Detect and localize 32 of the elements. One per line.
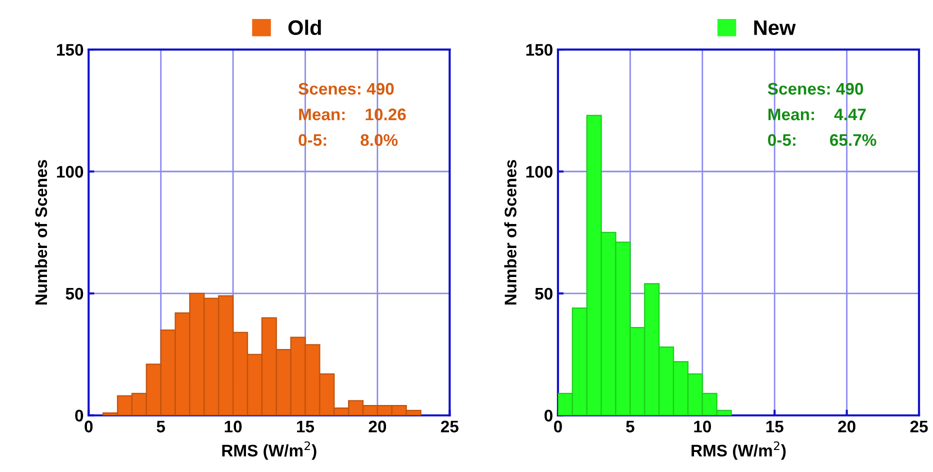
annotation: 0-5: 8.0% <box>298 134 398 146</box>
y-tick-label: 50 <box>66 288 84 300</box>
x-tick-label: 15 <box>297 420 314 432</box>
y-tick-label: 100 <box>57 166 84 178</box>
x-tick-label: 25 <box>440 420 458 432</box>
x-tick-label: 10 <box>694 420 711 432</box>
y-tick-label: 150 <box>57 44 84 56</box>
x-tick-label: 0 <box>554 420 562 432</box>
y-tick-label: 150 <box>526 44 552 56</box>
annotation: 0-5: 65.7% <box>768 134 876 146</box>
y-tick-label: 50 <box>535 288 552 300</box>
x-tick-label: 25 <box>910 420 928 432</box>
annotation: Scenes: 490 <box>768 82 864 95</box>
x-tick-label: 15 <box>766 420 784 432</box>
x-tick-label: 20 <box>838 420 856 432</box>
y-tick-label: 100 <box>526 166 552 178</box>
annotation: Mean: 4.47 <box>768 108 866 120</box>
x-tick-label: 10 <box>224 420 242 432</box>
x-axis-title: RMS (W/m$^{2}$) <box>692 441 786 460</box>
x-axis-title: RMS (W/m$^{2}$) <box>222 441 316 460</box>
y-tick-label: 0 <box>544 410 552 422</box>
y-axis-title: Number of Scenes <box>34 160 48 305</box>
legend-label: Old <box>288 20 321 36</box>
y-tick-label: 0 <box>75 410 84 422</box>
x-tick-label: 5 <box>626 420 634 432</box>
x-tick-label: 5 <box>156 420 166 432</box>
annotation: Scenes: 490 <box>298 82 394 95</box>
annotation: Mean: 10.26 <box>299 108 406 120</box>
x-tick-label: 20 <box>368 420 386 432</box>
y-axis-title: Number of Scenes <box>504 160 516 305</box>
x-tick-label: 0 <box>84 420 93 432</box>
legend-label: New <box>754 20 796 36</box>
